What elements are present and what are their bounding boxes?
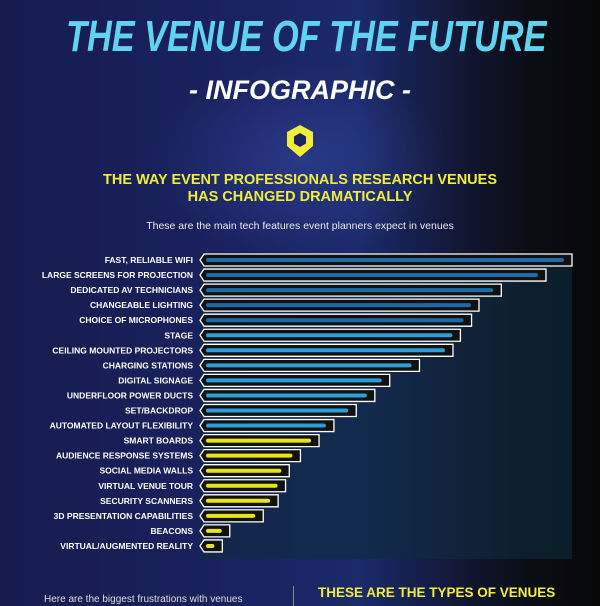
category-label: AUDIENCE RESPONSE SYSTEMS: [56, 451, 193, 461]
category-label: VIRTUAL VENUE TOUR: [98, 481, 193, 491]
category-label: SMART BOARDS: [124, 436, 194, 446]
category-label: 3D PRESENTATION CAPABILITIES: [54, 511, 194, 521]
bar-fill: [206, 453, 293, 458]
bar-fill: [206, 543, 215, 548]
bar-fill: [206, 408, 349, 413]
category-label: DIGITAL SIGNAGE: [118, 375, 193, 385]
page-subtitle: - INFOGRAPHIC -: [189, 75, 411, 105]
bar-fill: [206, 273, 538, 278]
divider: [293, 586, 294, 606]
section-heading: THE WAY EVENT PROFESSIONALS RESEARCH VEN…: [0, 172, 600, 206]
background-glow: [150, 60, 450, 260]
category-label: CHANGEABLE LIGHTING: [90, 300, 193, 310]
bar-fill: [206, 378, 382, 383]
category-label: SECURITY SCANNERS: [100, 496, 193, 506]
bar-fill: [206, 438, 312, 443]
category-label: AUTOMATED LAYOUT FLEXIBILITY: [50, 421, 194, 431]
bar-fill: [206, 423, 326, 428]
bar-fill: [206, 393, 367, 398]
bar-fill: [206, 498, 271, 503]
page-title: THE VENUE OF THE FUTURE: [66, 12, 547, 61]
category-label: SET/BACKDROP: [125, 406, 193, 416]
bar-fill: [206, 333, 453, 338]
category-label: LARGE SCREENS FOR PROJECTION: [42, 270, 193, 280]
bar-fill: [206, 528, 222, 533]
category-label: CHOICE OF MICROPHONES: [79, 315, 193, 325]
category-label: CEILING MOUNTED PROJECTORS: [52, 345, 193, 355]
hexagon-pin-icon: [284, 124, 316, 163]
bar-fill: [206, 303, 471, 308]
bar-fill: [206, 513, 256, 518]
category-label: BEACONS: [150, 526, 193, 536]
category-label: UNDERFLOOR POWER DUCTS: [67, 390, 193, 400]
venue-types-heading: THESE ARE THE TYPES OF VENUES: [318, 585, 556, 600]
tech-features-bar-chart: FAST, RELIABLE WIFI LARGE SCREENS FOR PRO…: [42, 253, 573, 559]
bar-fill: [206, 468, 282, 473]
bar-fill: [206, 288, 494, 293]
category-label: STAGE: [164, 330, 193, 340]
heading-line-2: HAS CHANGED DRAMATICALLY: [187, 189, 413, 205]
bar-fill: [206, 483, 278, 488]
bar-fill: [206, 363, 412, 368]
category-label: VIRTUAL/AUGMENTED REALITY: [60, 541, 193, 551]
category-label: SOCIAL MEDIA WALLS: [100, 466, 194, 476]
bar-fill: [206, 348, 445, 353]
category-label: CHARGING STATIONS: [103, 360, 194, 370]
bar-fill: [206, 318, 464, 323]
section-description: These are the main tech features event p…: [146, 220, 454, 232]
category-label: FAST, RELIABLE WIFI: [105, 255, 193, 265]
heading-line-1: THE WAY EVENT PROFESSIONALS RESEARCH VEN…: [103, 172, 497, 188]
category-label: DEDICATED AV TECHNICIANS: [70, 285, 193, 295]
bar-fill: [206, 258, 564, 262]
